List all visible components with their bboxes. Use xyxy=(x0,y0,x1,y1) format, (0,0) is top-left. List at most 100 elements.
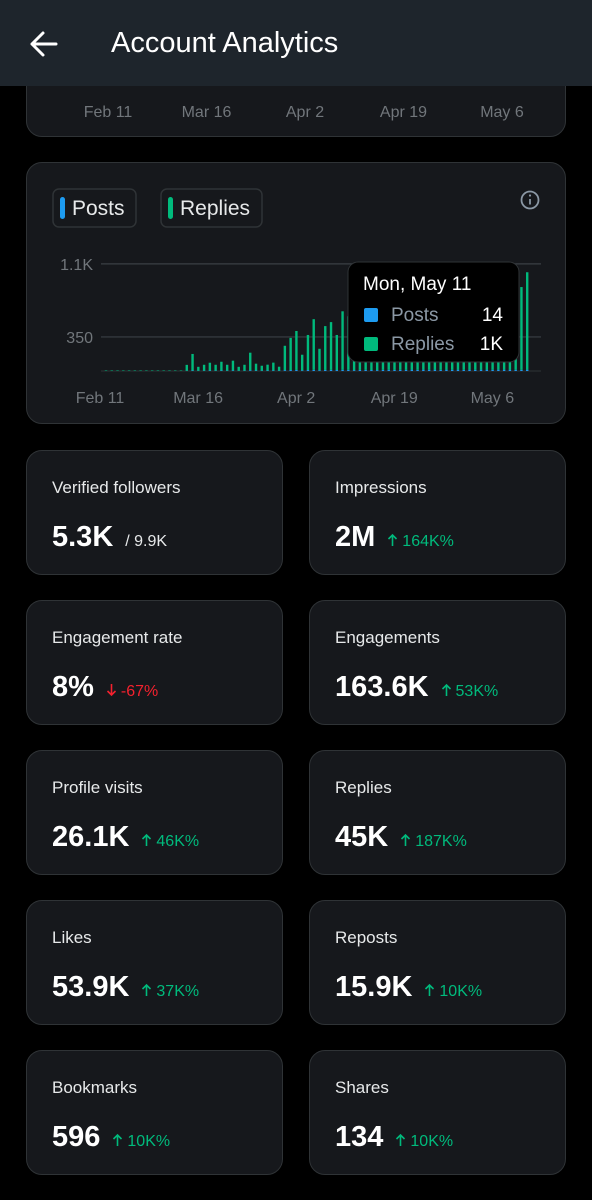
arrow-up xyxy=(441,683,451,696)
bar xyxy=(335,334,338,371)
change-text: 187K% xyxy=(415,833,467,850)
bar xyxy=(225,364,229,371)
bar xyxy=(387,369,390,371)
bar xyxy=(312,369,315,371)
metric-value-row: 163.6K 53K% xyxy=(335,671,498,704)
bar xyxy=(479,369,483,371)
change-text: 10K% xyxy=(410,1133,454,1150)
metric-label: Bookmarks xyxy=(52,1078,138,1097)
metric-value: 163.6K xyxy=(335,671,429,703)
metric-label: Engagements xyxy=(335,628,440,647)
bar xyxy=(526,369,529,371)
bar xyxy=(514,369,517,371)
back-button[interactable] xyxy=(24,24,64,64)
bar xyxy=(289,370,292,371)
bar xyxy=(283,370,287,371)
metric-label: Verified followers xyxy=(52,478,181,497)
bar xyxy=(508,369,512,371)
bar xyxy=(318,348,321,371)
metric-card[interactable]: Engagement rate 8% -67% xyxy=(26,600,283,725)
info-dot xyxy=(528,194,532,197)
legend-item[interactable]: Replies xyxy=(160,188,263,228)
bar xyxy=(445,369,448,371)
bar xyxy=(272,370,275,371)
change-text: 10K% xyxy=(439,983,483,1000)
tooltip-swatch xyxy=(364,308,378,322)
metric-card[interactable]: Profile visits 26.1K 46K% xyxy=(26,750,283,875)
bar xyxy=(422,369,425,371)
bar xyxy=(520,287,523,370)
bar xyxy=(381,369,385,371)
metric-label: Reposts xyxy=(335,928,398,947)
metric-card[interactable]: Reposts 15.9K 10K% xyxy=(309,900,566,1025)
bar xyxy=(231,360,235,371)
metric-card[interactable]: Likes 53.9K 37K% xyxy=(26,900,283,1025)
metric-label: Replies xyxy=(335,778,392,797)
arrow-up xyxy=(425,983,435,996)
chart-card: Posts Replies 350 1.1K Feb 11 Mar 16 Apr 2 Apr … xyxy=(26,162,566,424)
metric-change: 37K% xyxy=(141,983,199,1001)
bar xyxy=(370,370,373,371)
arrow-path xyxy=(396,1133,406,1146)
bar xyxy=(375,370,379,371)
bar xyxy=(329,322,333,370)
bar xyxy=(197,366,200,371)
bar xyxy=(358,369,362,371)
y-tick-label: 1.1K xyxy=(60,257,93,274)
arrow-up xyxy=(396,1133,406,1146)
metric-value-row: 134 10K% xyxy=(335,1121,453,1154)
previous-chart: Feb 11 Mar 16 Apr 2 Apr 19 May 6 xyxy=(84,104,524,121)
bar xyxy=(468,369,471,371)
arrow-path xyxy=(425,983,435,996)
metric-label: Engagement rate xyxy=(52,628,183,647)
arrow-path xyxy=(388,533,398,546)
bar xyxy=(191,353,194,371)
metric-change: 10K% xyxy=(112,1133,170,1151)
metric-card[interactable]: Verified followers 5.3K / 9.9K xyxy=(26,450,283,575)
metric-value-row: 5.3K / 9.9K xyxy=(52,521,167,554)
metric-card[interactable]: Bookmarks 596 10K% xyxy=(26,1050,283,1175)
metric-card[interactable]: Shares 134 10K% xyxy=(309,1050,566,1175)
legend-label: Posts xyxy=(72,197,125,220)
y-tick-label: 350 xyxy=(66,330,93,347)
metric-value: 596 xyxy=(52,1121,101,1153)
metric-total: / 9.9K xyxy=(125,533,168,550)
arrow-path xyxy=(441,683,451,696)
info-icon[interactable] xyxy=(520,190,540,210)
metric-card[interactable]: Impressions 2M 164K% xyxy=(309,450,566,575)
bar xyxy=(341,369,344,371)
metric-card[interactable]: Replies 45K 187K% xyxy=(309,750,566,875)
legend-item[interactable]: Posts xyxy=(52,188,137,228)
header: Account Analytics xyxy=(0,0,592,86)
arrow-path xyxy=(142,833,152,846)
bar xyxy=(214,364,217,371)
tooltip-swatch xyxy=(364,337,378,351)
change-text: 37K% xyxy=(156,983,200,1000)
bar xyxy=(306,370,310,371)
tooltip-box xyxy=(347,261,520,363)
x-tick-label: May 6 xyxy=(480,104,524,121)
arrow-up xyxy=(113,1133,123,1146)
metric-card[interactable]: Engagements 163.6K 53K% xyxy=(309,600,566,725)
x-tick-label: Mar 16 xyxy=(182,104,232,121)
metric-value-row: 53.9K 37K% xyxy=(52,971,199,1004)
metric-value-row: 8% -67% xyxy=(52,671,158,704)
bar xyxy=(324,326,327,370)
metric-value: 2M xyxy=(335,521,376,553)
bar xyxy=(520,369,523,371)
bar xyxy=(254,363,258,371)
bar xyxy=(526,272,529,370)
bar xyxy=(202,364,206,371)
arrow-up xyxy=(142,983,152,996)
bar xyxy=(335,370,338,371)
metric-change: 10K% xyxy=(424,983,482,1001)
bar xyxy=(312,319,315,370)
metric-value: 15.9K xyxy=(335,971,413,1003)
legend-box xyxy=(52,188,137,228)
x-tick-label: Apr 2 xyxy=(277,390,315,407)
bar xyxy=(300,370,304,371)
metric-label: Shares xyxy=(335,1078,389,1097)
bar xyxy=(220,361,223,371)
legend-label: Replies xyxy=(180,197,250,220)
